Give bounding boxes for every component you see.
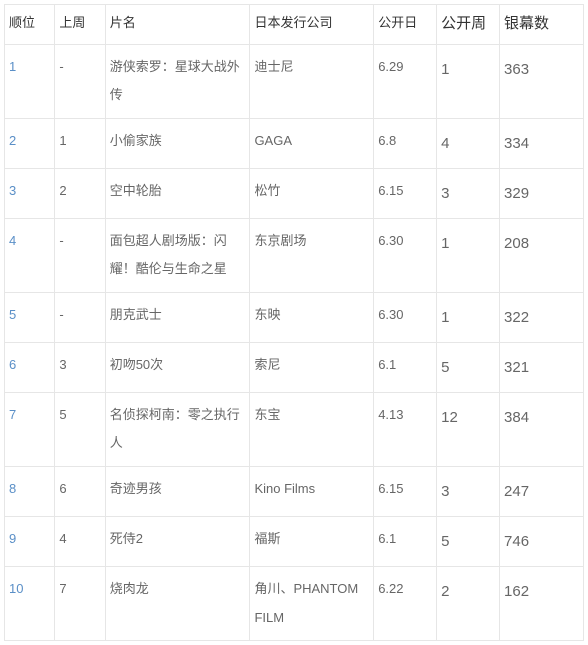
cell-title: 朋克武士 — [105, 292, 250, 342]
cell-title: 游侠索罗：星球大战外传 — [105, 44, 250, 118]
cell-open-date: 6.29 — [374, 44, 437, 118]
cell-open-week: 1 — [437, 44, 500, 118]
cell-title: 奇迹男孩 — [105, 467, 250, 517]
cell-rank: 8 — [5, 467, 55, 517]
header-rank: 顺位 — [5, 5, 55, 45]
cell-title: 名侦探柯南：零之执行人 — [105, 392, 250, 466]
header-open-week: 公开周 — [437, 5, 500, 45]
cell-rank: 4 — [5, 218, 55, 292]
cell-last-week: - — [55, 44, 105, 118]
cell-title: 空中轮胎 — [105, 168, 250, 218]
table-row: 32空中轮胎松竹6.153329 — [5, 168, 584, 218]
cell-title: 初吻50次 — [105, 342, 250, 392]
cell-screens: 363 — [500, 44, 584, 118]
table-row: 21小偷家族GAGA6.84334 — [5, 118, 584, 168]
table-row: 94死侍2福斯6.15746 — [5, 517, 584, 567]
cell-open-date: 6.15 — [374, 467, 437, 517]
table-row: 63初吻50次索尼6.15321 — [5, 342, 584, 392]
cell-open-week: 5 — [437, 517, 500, 567]
cell-rank: 10 — [5, 567, 55, 641]
table-row: 1-游侠索罗：星球大战外传迪士尼6.291363 — [5, 44, 584, 118]
cell-open-week: 1 — [437, 292, 500, 342]
cell-distributor: 角川、PHANTOM FILM — [250, 567, 374, 641]
cell-title: 死侍2 — [105, 517, 250, 567]
cell-distributor: 东宝 — [250, 392, 374, 466]
cell-rank: 3 — [5, 168, 55, 218]
cell-open-date: 6.1 — [374, 517, 437, 567]
cell-screens: 247 — [500, 467, 584, 517]
cell-rank: 6 — [5, 342, 55, 392]
cell-open-week: 2 — [437, 567, 500, 641]
cell-screens: 746 — [500, 517, 584, 567]
header-screens: 银幕数 — [500, 5, 584, 45]
table-row: 5-朋克武士东映6.301322 — [5, 292, 584, 342]
header-distributor: 日本发行公司 — [250, 5, 374, 45]
cell-distributor: 东映 — [250, 292, 374, 342]
cell-last-week: 2 — [55, 168, 105, 218]
cell-rank: 1 — [5, 44, 55, 118]
ranking-table: 顺位 上周 片名 日本发行公司 公开日 公开周 银幕数 1-游侠索罗：星球大战外… — [4, 4, 584, 641]
cell-open-date: 6.30 — [374, 292, 437, 342]
cell-screens: 334 — [500, 118, 584, 168]
cell-distributor: 东京剧场 — [250, 218, 374, 292]
cell-distributor: 福斯 — [250, 517, 374, 567]
cell-screens: 321 — [500, 342, 584, 392]
cell-screens: 322 — [500, 292, 584, 342]
cell-screens: 329 — [500, 168, 584, 218]
table-body: 1-游侠索罗：星球大战外传迪士尼6.29136321小偷家族GAGA6.8433… — [5, 44, 584, 641]
cell-last-week: 3 — [55, 342, 105, 392]
cell-open-date: 6.1 — [374, 342, 437, 392]
cell-last-week: - — [55, 218, 105, 292]
cell-screens: 162 — [500, 567, 584, 641]
header-row: 顺位 上周 片名 日本发行公司 公开日 公开周 银幕数 — [5, 5, 584, 45]
cell-rank: 2 — [5, 118, 55, 168]
cell-open-date: 6.30 — [374, 218, 437, 292]
cell-last-week: 1 — [55, 118, 105, 168]
cell-distributor: 松竹 — [250, 168, 374, 218]
cell-distributor: GAGA — [250, 118, 374, 168]
cell-open-date: 4.13 — [374, 392, 437, 466]
cell-rank: 9 — [5, 517, 55, 567]
cell-open-date: 6.15 — [374, 168, 437, 218]
cell-distributor: 索尼 — [250, 342, 374, 392]
table-row: 4-面包超人剧场版：闪耀！酷伦与生命之星东京剧场6.301208 — [5, 218, 584, 292]
cell-open-week: 1 — [437, 218, 500, 292]
cell-open-week: 5 — [437, 342, 500, 392]
cell-last-week: 4 — [55, 517, 105, 567]
cell-distributor: Kino Films — [250, 467, 374, 517]
cell-rank: 5 — [5, 292, 55, 342]
cell-last-week: 6 — [55, 467, 105, 517]
cell-last-week: - — [55, 292, 105, 342]
cell-rank: 7 — [5, 392, 55, 466]
cell-open-week: 4 — [437, 118, 500, 168]
cell-open-date: 6.22 — [374, 567, 437, 641]
table-row: 75名侦探柯南：零之执行人东宝4.1312384 — [5, 392, 584, 466]
cell-last-week: 5 — [55, 392, 105, 466]
cell-screens: 384 — [500, 392, 584, 466]
cell-open-week: 12 — [437, 392, 500, 466]
table-row: 86奇迹男孩Kino Films6.153247 — [5, 467, 584, 517]
header-title: 片名 — [105, 5, 250, 45]
cell-open-week: 3 — [437, 168, 500, 218]
cell-last-week: 7 — [55, 567, 105, 641]
cell-open-week: 3 — [437, 467, 500, 517]
header-last-week: 上周 — [55, 5, 105, 45]
cell-title: 面包超人剧场版：闪耀！酷伦与生命之星 — [105, 218, 250, 292]
cell-title: 烧肉龙 — [105, 567, 250, 641]
cell-open-date: 6.8 — [374, 118, 437, 168]
header-open-date: 公开日 — [374, 5, 437, 45]
table-row: 107烧肉龙角川、PHANTOM FILM6.222162 — [5, 567, 584, 641]
cell-distributor: 迪士尼 — [250, 44, 374, 118]
cell-title: 小偷家族 — [105, 118, 250, 168]
cell-screens: 208 — [500, 218, 584, 292]
